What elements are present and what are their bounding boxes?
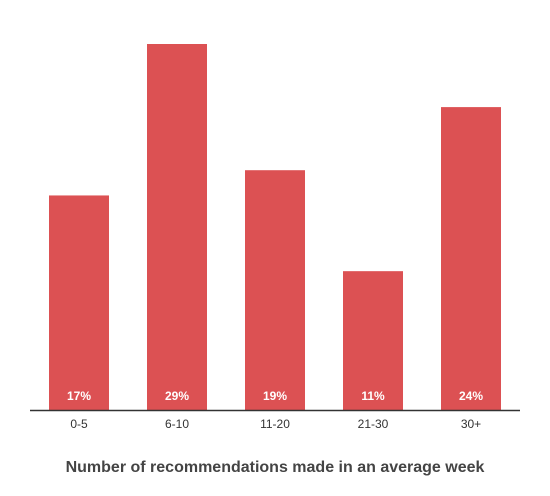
- bars-group: [49, 44, 501, 410]
- bar-0-5: [49, 195, 109, 410]
- bar-labels-group: 17% 29% 19% 11% 24%: [67, 389, 483, 403]
- x-tick-label: 0-5: [70, 417, 88, 431]
- x-tick-label: 21-30: [358, 417, 389, 431]
- x-tick-label: 11-20: [260, 417, 290, 431]
- bar-value-label: 29%: [165, 389, 189, 403]
- x-tick-label: 30+: [461, 417, 481, 431]
- x-tick-labels-group: 0-5 6-10 11-20 21-30 30+: [70, 417, 481, 431]
- bar-21-30: [343, 271, 403, 410]
- bar-value-label: 11%: [361, 389, 385, 403]
- bar-value-label: 17%: [67, 389, 91, 403]
- x-tick-label: 6-10: [165, 417, 189, 431]
- x-axis-title: Number of recommendations made in an ave…: [65, 459, 485, 476]
- bar-30+: [441, 107, 501, 410]
- bar-11-20: [245, 170, 305, 410]
- bar-value-label: 24%: [459, 389, 483, 403]
- bar-value-label: 19%: [263, 389, 287, 403]
- bar-6-10: [147, 44, 207, 410]
